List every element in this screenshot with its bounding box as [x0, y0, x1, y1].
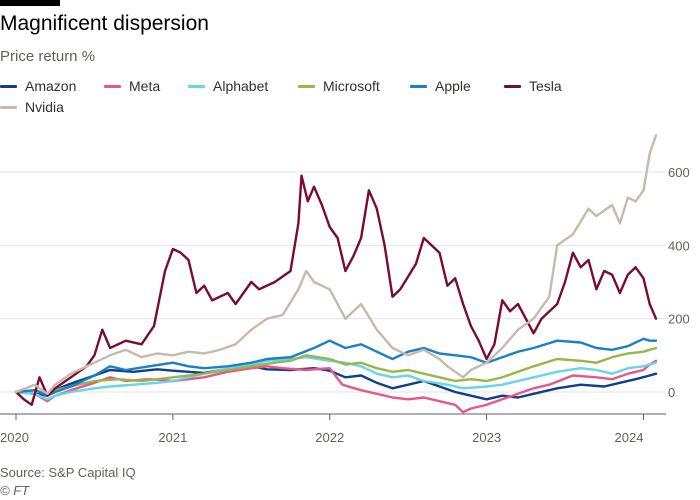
chart-credit: © FT [0, 483, 30, 498]
chart-title: Magnificent dispersion [0, 12, 209, 35]
legend-swatch-microsoft [298, 84, 315, 88]
legend-swatch-nvidia [0, 105, 17, 109]
series-line-microsoft [14, 346, 658, 395]
y-tick-label-200: 200 [668, 312, 690, 327]
x-tick-label-2020: 2020 [0, 430, 29, 445]
y-tick-label-600: 600 [668, 165, 690, 180]
legend-item-tesla[interactable]: Tesla [504, 78, 562, 94]
legend-label-alphabet: Alphabet [213, 78, 269, 94]
series-line-apple [14, 337, 658, 397]
legend-item-alphabet[interactable]: Alphabet [188, 78, 268, 94]
series-lines [14, 134, 658, 414]
legend-swatch-meta [104, 84, 121, 88]
legend-item-apple[interactable]: Apple [410, 78, 471, 94]
y-tick-label-0: 0 [668, 385, 675, 400]
legend-swatch-tesla [504, 84, 521, 88]
series-line-tesla [14, 174, 658, 406]
legend-swatch-alphabet [188, 84, 205, 88]
x-tick-label-2022: 2022 [315, 430, 344, 445]
x-tick-label-2023: 2023 [472, 430, 501, 445]
chart-legend: Amazon Meta Alphabet Microsoft Apple Tes… [0, 78, 640, 122]
ft-top-bar [0, 0, 60, 6]
legend-item-amazon[interactable]: Amazon [0, 78, 76, 94]
grid-lines [0, 171, 666, 393]
legend-item-microsoft[interactable]: Microsoft [298, 78, 380, 94]
series-line-alphabet [14, 356, 658, 401]
legend-label-amazon: Amazon [25, 78, 77, 94]
chart-source: Source: S&P Capital IQ [0, 465, 136, 480]
y-tick-label-400: 400 [668, 238, 690, 253]
x-tick-label-2021: 2021 [158, 430, 187, 445]
legend-label-microsoft: Microsoft [323, 78, 380, 94]
legend-swatch-amazon [0, 84, 17, 88]
x-tick-label-2024: 2024 [615, 430, 644, 445]
y-axis-tick-labels: 0 200 400 600 [668, 165, 690, 400]
legend-label-meta: Meta [129, 78, 161, 94]
chart-subtitle: Price return % [0, 48, 96, 65]
legend-swatch-apple [410, 84, 427, 88]
legend-label-apple: Apple [435, 78, 471, 94]
series-line-nvidia [14, 134, 658, 395]
legend-item-meta[interactable]: Meta [104, 78, 160, 94]
series-line-amazon [14, 365, 658, 401]
legend-label-tesla: Tesla [529, 78, 562, 94]
legend-label-nvidia: Nvidia [25, 99, 64, 115]
legend-item-nvidia[interactable]: Nvidia [0, 99, 64, 115]
x-axis: 2020 2021 2022 2023 2024 [0, 413, 666, 445]
